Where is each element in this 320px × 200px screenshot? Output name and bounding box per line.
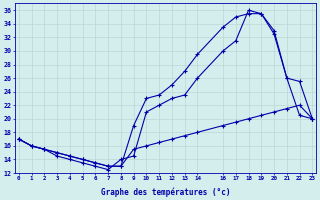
X-axis label: Graphe des températures (°c): Graphe des températures (°c) — [101, 187, 230, 197]
